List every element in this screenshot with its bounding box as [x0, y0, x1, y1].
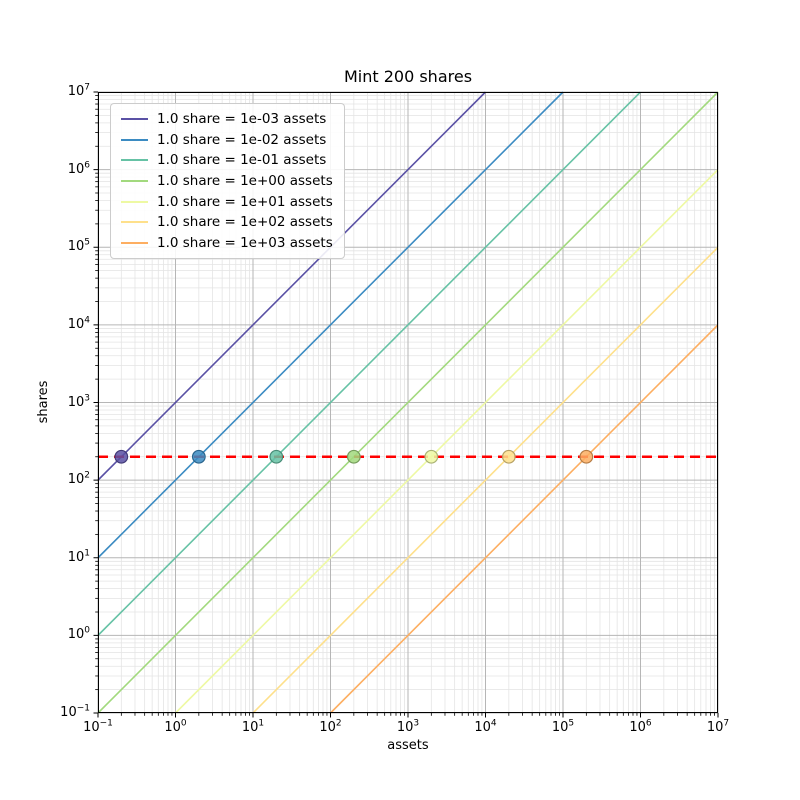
series-line — [252, 246, 719, 714]
intersection-marker — [501, 449, 516, 464]
legend-line-swatch — [121, 118, 148, 121]
y-tick-label: 100 — [67, 626, 90, 643]
legend-line-swatch — [121, 159, 148, 162]
legend-label: 1.0 share = 1e-03 assets — [157, 111, 327, 128]
legend-label: 1.0 share = 1e+01 assets — [157, 193, 333, 210]
legend-item: 1.0 share = 1e-01 assets — [121, 150, 333, 171]
legend-line-swatch — [121, 138, 148, 141]
chart-title: Mint 200 shares — [343, 67, 473, 86]
x-tick-label: 101 — [241, 718, 265, 735]
x-axis-label: assets — [387, 738, 429, 753]
y-tick-label: 102 — [67, 470, 90, 488]
axis-spines — [98, 92, 718, 713]
legend-label: 1.0 share = 1e-02 assets — [157, 131, 327, 148]
x-tick-label: 106 — [629, 718, 652, 735]
x-tick-label: 103 — [396, 718, 420, 735]
intersection-marker — [424, 449, 439, 464]
series-line — [97, 91, 642, 636]
y-tick-label: 101 — [67, 548, 90, 565]
series-line — [97, 91, 719, 714]
legend-line-swatch — [121, 221, 148, 224]
series-line — [329, 324, 719, 714]
intersection-marker — [191, 449, 206, 464]
y-tick-label: 107 — [67, 82, 90, 99]
x-tick-label: 107 — [706, 718, 730, 735]
intersection-marker — [346, 449, 361, 464]
y-tick-label: 106 — [67, 160, 90, 177]
intersection-marker — [114, 449, 129, 464]
y-tick-label: 103 — [67, 393, 90, 410]
x-tick-label: 105 — [551, 718, 575, 735]
legend-item: 1.0 share = 1e+00 assets — [121, 171, 333, 192]
y-tick-label: 10−1 — [60, 703, 90, 720]
y-tick-label: 104 — [67, 315, 90, 332]
intersection-marker — [269, 449, 284, 464]
legend-line-swatch — [121, 180, 148, 183]
series-line — [174, 169, 719, 714]
legend-line-swatch — [121, 241, 148, 244]
y-tick-label: 105 — [67, 237, 90, 255]
legend-item: 1.0 share = 1e+01 assets — [121, 191, 333, 212]
x-tick-label: 10−1 — [83, 718, 113, 735]
series-line — [97, 91, 564, 559]
legend: 1.0 share = 1e-03 assets 1.0 share = 1e-0… — [110, 103, 345, 260]
y-axis-label: shares — [36, 380, 51, 424]
legend-line-swatch — [121, 200, 148, 203]
intersection-markers — [114, 449, 594, 464]
legend-label: 1.0 share = 1e+00 assets — [157, 173, 333, 190]
legend-item: 1.0 share = 1e+03 assets — [121, 233, 333, 254]
series-line — [97, 91, 487, 481]
intersection-marker — [579, 449, 594, 464]
legend-label: 1.0 share = 1e+02 assets — [157, 214, 333, 231]
x-tick-label: 104 — [474, 718, 497, 735]
legend-label: 1.0 share = 1e-01 assets — [157, 152, 327, 169]
legend-item: 1.0 share = 1e-03 assets — [121, 109, 333, 130]
legend-label: 1.0 share = 1e+03 assets — [157, 234, 333, 251]
legend-item: 1.0 share = 1e+02 assets — [121, 212, 333, 233]
x-tick-label: 102 — [319, 718, 342, 735]
legend-item: 1.0 share = 1e-02 assets — [121, 130, 333, 151]
series-lines — [97, 91, 719, 714]
tick-marks — [93, 91, 719, 718]
x-tick-label: 100 — [164, 718, 187, 735]
